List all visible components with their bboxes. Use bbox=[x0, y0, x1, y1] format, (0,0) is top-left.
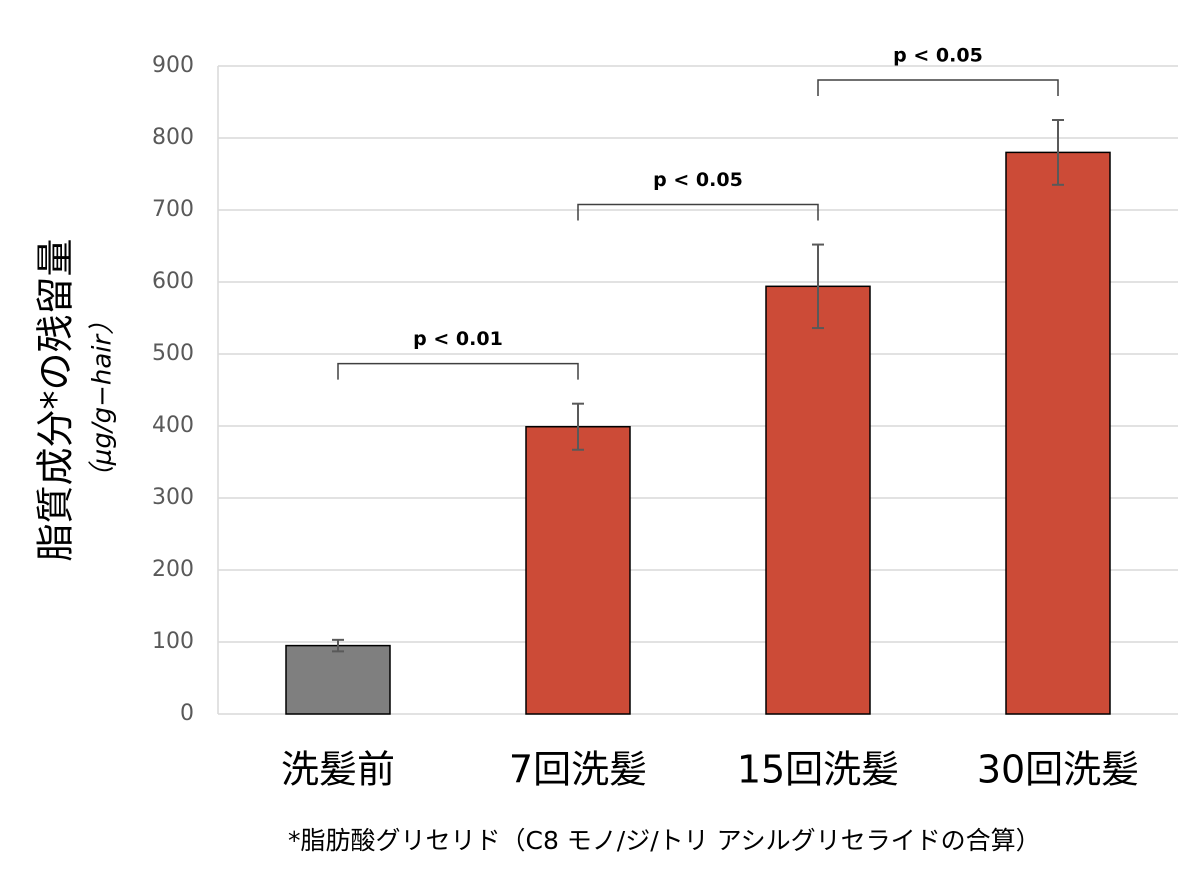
y-tick-label: 700 bbox=[152, 197, 194, 222]
significance-bracket bbox=[337, 362, 579, 380]
significance-bracket bbox=[577, 203, 819, 221]
bar bbox=[765, 285, 871, 715]
error-bar bbox=[1052, 119, 1064, 186]
y-axis-title: 脂質成分*の残留量 bbox=[34, 238, 78, 561]
y-tick-label: 800 bbox=[152, 125, 194, 150]
y-tick-label: 900 bbox=[152, 53, 194, 78]
y-axis-title-group: 脂質成分*の残留量 （μg/g−hair） bbox=[34, 238, 118, 561]
y-tick-label: 600 bbox=[152, 269, 194, 294]
significance-label: p < 0.01 bbox=[413, 328, 503, 350]
y-tick-label: 0 bbox=[180, 701, 194, 726]
y-tick-label: 300 bbox=[152, 485, 194, 510]
bar bbox=[525, 425, 631, 715]
x-tick-label: 7回洗髪 bbox=[509, 748, 647, 792]
x-tick-label: 洗髪前 bbox=[281, 748, 395, 792]
footnote: *脂肪酸グリセリド（C8 モノ/ジ/トリ アシルグリセライドの合算） bbox=[288, 826, 1041, 855]
bar bbox=[285, 644, 391, 715]
bar bbox=[1005, 151, 1111, 715]
y-tick-label: 200 bbox=[152, 557, 194, 582]
y-tick-label: 400 bbox=[152, 413, 194, 438]
significance-bracket bbox=[817, 79, 1059, 96]
y-axis-unit: （μg/g−hair） bbox=[88, 309, 118, 491]
error-bar bbox=[332, 638, 344, 653]
error-bar bbox=[572, 402, 584, 451]
x-tick-label: 15回洗髪 bbox=[737, 748, 899, 792]
y-tick-label: 500 bbox=[152, 341, 194, 366]
error-bar bbox=[812, 243, 824, 330]
significance-label: p < 0.05 bbox=[653, 169, 743, 191]
x-tick-label: 30回洗髪 bbox=[977, 748, 1139, 792]
y-tick-label: 100 bbox=[152, 629, 194, 654]
significance-label: p < 0.05 bbox=[893, 45, 983, 67]
